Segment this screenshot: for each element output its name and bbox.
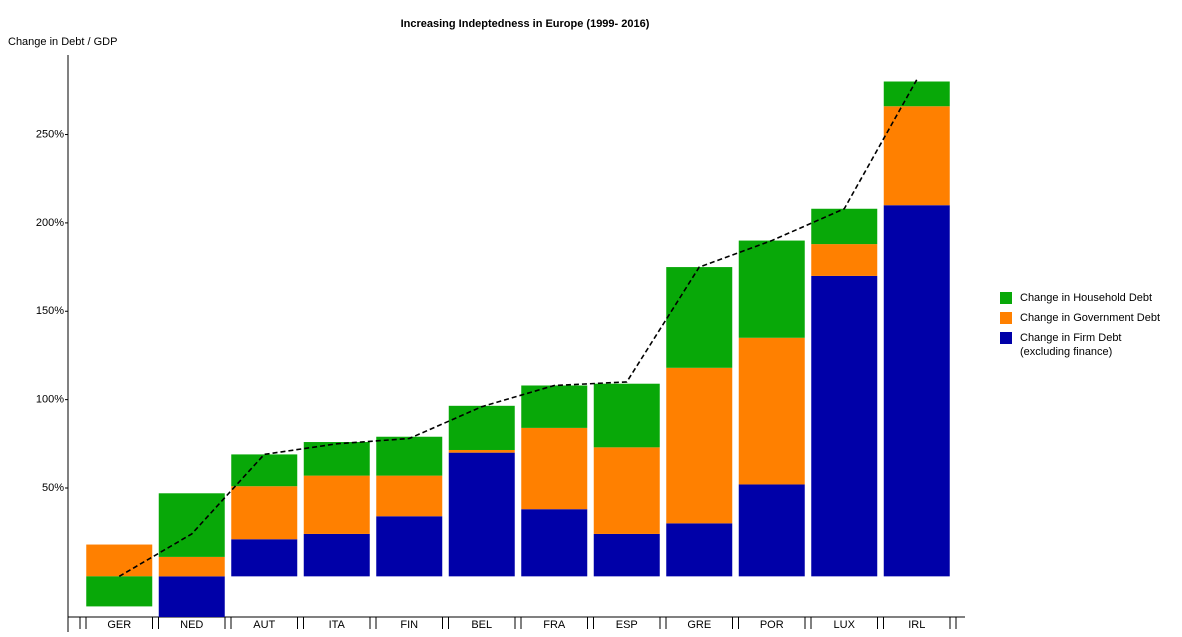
legend-item: Change in Firm Debt (excluding finance) [1000, 332, 1160, 359]
x-tick-label: AUT [253, 619, 275, 631]
y-tick-label: 200% [36, 217, 64, 229]
bar-segment [231, 539, 298, 577]
legend-swatch [1000, 332, 1012, 344]
bar-segment [738, 484, 805, 577]
x-tick-label: FRA [543, 619, 566, 631]
x-tick-label: BEL [471, 619, 492, 631]
legend-label: Change in Household Debt [1020, 292, 1153, 304]
bar-segment [376, 516, 443, 577]
bar-segment [448, 452, 515, 577]
bar-segment [883, 106, 950, 206]
x-tick-label: ITA [329, 619, 346, 631]
chart-title: Increasing Indeptedness in Europe (1999-… [401, 18, 650, 30]
bar-segment [883, 81, 950, 107]
bar-segment [376, 436, 443, 476]
bar-segment [448, 405, 515, 450]
y-tick-label: 100% [36, 394, 64, 406]
bar-segment [303, 533, 370, 577]
bar-segment [666, 267, 733, 368]
bar-segment [303, 475, 370, 534]
x-tick-label: ESP [616, 619, 638, 631]
legend-swatch [1000, 292, 1012, 304]
bar-segment [811, 275, 878, 577]
bar-segment [883, 205, 950, 577]
bar-segment [811, 244, 878, 276]
bar-segment [86, 544, 153, 577]
x-tick-label: POR [760, 619, 784, 631]
legend-label: Change in Firm Debt (excluding finance) [1020, 332, 1122, 358]
y-tick-label: 250% [36, 128, 64, 140]
x-tick-label: GRE [687, 619, 711, 631]
y-tick-label: 150% [36, 305, 64, 317]
legend-swatch [1000, 312, 1012, 324]
bar-segment [521, 427, 588, 510]
x-tick-label: FIN [400, 619, 418, 631]
bar-segment [231, 486, 298, 540]
legend: Change in Household Debt Change in Govern… [1000, 292, 1160, 366]
x-tick-label: NED [180, 619, 203, 631]
bar-segment [158, 576, 225, 617]
x-tick-label: LUX [834, 619, 856, 631]
bar-segment [448, 449, 515, 453]
bar-segment [231, 454, 298, 487]
legend-item: Change in Government Debt [1000, 312, 1160, 325]
bar-segment [521, 509, 588, 577]
bar-segment [376, 475, 443, 517]
bar-segment [811, 208, 878, 245]
bar-segment [666, 523, 733, 577]
bar-segment [521, 385, 588, 428]
legend-label: Change in Government Debt [1020, 312, 1161, 324]
bar-segment [593, 447, 660, 534]
bar-segment [666, 367, 733, 524]
x-tick-label: IRL [908, 619, 925, 631]
bar-segment [86, 576, 153, 607]
y-axis-label: Change in Debt / GDP [8, 36, 117, 48]
bar-segment [593, 383, 660, 448]
bar-segment [738, 337, 805, 485]
x-tick-label: GER [107, 619, 131, 631]
y-tick-label: 50% [42, 482, 64, 494]
bar-segment [738, 240, 805, 338]
bar-segment [593, 533, 660, 577]
legend-item: Change in Household Debt [1000, 292, 1160, 305]
bar-segment [158, 556, 225, 577]
